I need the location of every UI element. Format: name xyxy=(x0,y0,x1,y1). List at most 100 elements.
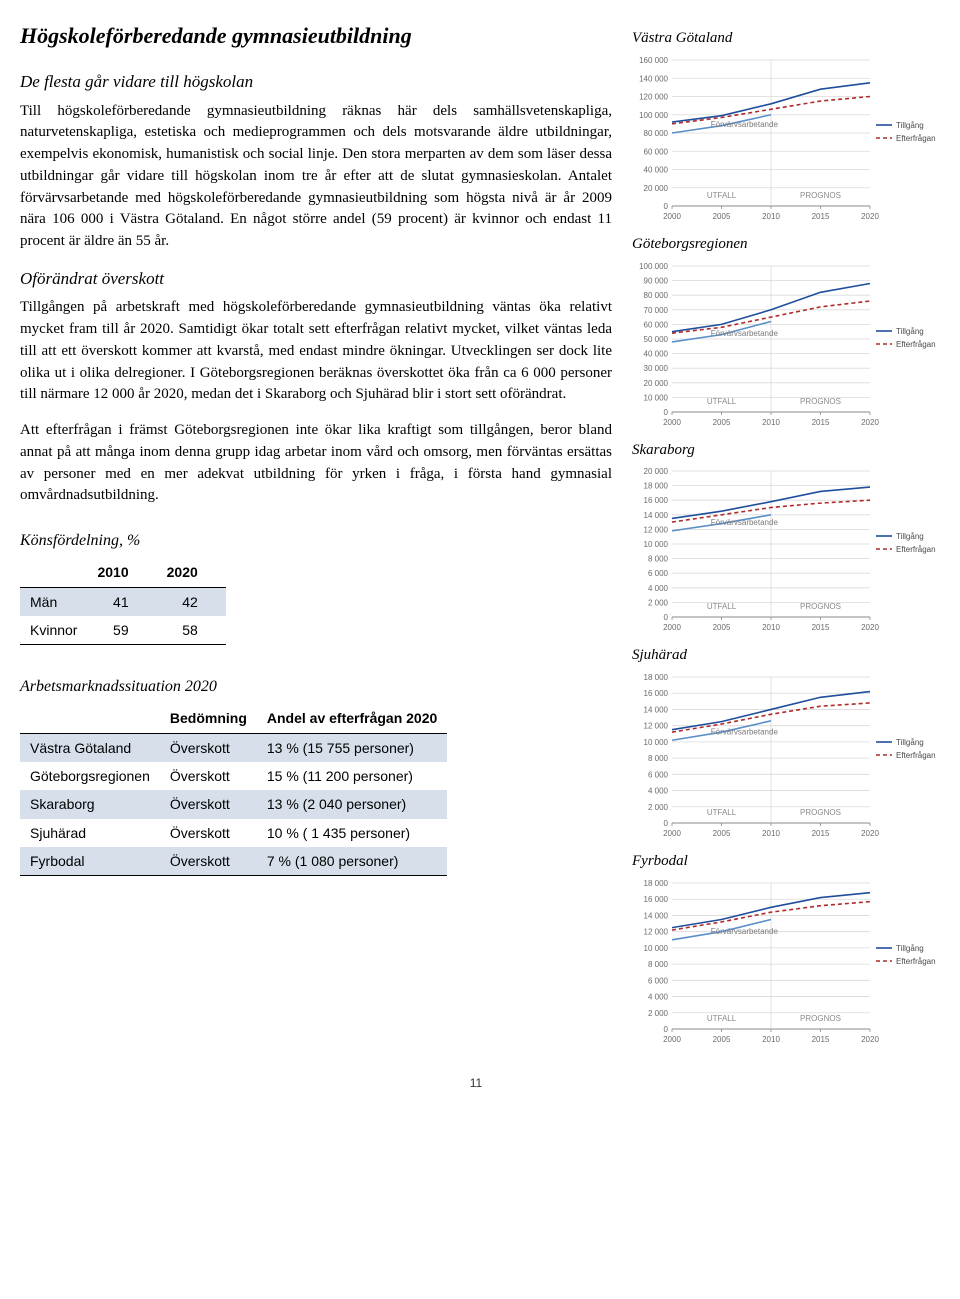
svg-text:90 000: 90 000 xyxy=(644,276,669,285)
svg-text:PROGNOS: PROGNOS xyxy=(800,602,841,611)
svg-text:14 000: 14 000 xyxy=(644,911,669,920)
page-title: Högskoleförberedande gymnasieutbildning xyxy=(20,20,612,52)
svg-text:14 000: 14 000 xyxy=(644,511,669,520)
bed-cell: Överskott xyxy=(160,733,257,762)
svg-text:2005: 2005 xyxy=(713,418,731,427)
table-header xyxy=(20,558,87,587)
svg-text:2015: 2015 xyxy=(812,418,830,427)
svg-text:20 000: 20 000 xyxy=(644,378,669,387)
svg-text:2005: 2005 xyxy=(713,829,731,838)
region-cell: Sjuhärad xyxy=(20,819,160,847)
line-chart: 02 0004 0006 0008 00010 00012 00014 0001… xyxy=(630,877,940,1049)
svg-text:20 000: 20 000 xyxy=(644,467,669,476)
svg-text:6 000: 6 000 xyxy=(648,569,669,578)
svg-text:18 000: 18 000 xyxy=(644,482,669,491)
gender-table: 20102020Män4142Kvinnor5958 xyxy=(20,558,226,645)
svg-text:UTFALL: UTFALL xyxy=(707,397,737,406)
svg-text:Efterfrågan: Efterfrågan xyxy=(896,957,936,966)
line-chart: 010 00020 00030 00040 00050 00060 00070 … xyxy=(630,260,940,432)
svg-text:2010: 2010 xyxy=(762,418,780,427)
svg-text:2020: 2020 xyxy=(861,212,879,221)
svg-text:10 000: 10 000 xyxy=(644,944,669,953)
svg-text:2015: 2015 xyxy=(812,1035,830,1044)
svg-text:80 000: 80 000 xyxy=(644,129,669,138)
line-chart: 020 00040 00060 00080 000100 000120 0001… xyxy=(630,54,940,226)
line-chart: 02 0004 0006 0008 00010 00012 00014 0001… xyxy=(630,671,940,843)
paragraph-3: Att efterfrågan i främst Göteborgsregion… xyxy=(20,420,612,507)
svg-text:2005: 2005 xyxy=(713,212,731,221)
chart-title: Fyrbodal xyxy=(632,851,940,873)
svg-text:2000: 2000 xyxy=(663,212,681,221)
svg-text:18 000: 18 000 xyxy=(644,673,669,682)
chart-title: Västra Götaland xyxy=(632,28,940,50)
svg-text:4 000: 4 000 xyxy=(648,787,669,796)
svg-text:50 000: 50 000 xyxy=(644,335,669,344)
andel-cell: 15 % (11 200 personer) xyxy=(257,762,447,790)
region-cell: Fyrbodal xyxy=(20,847,160,876)
row-label: Män xyxy=(20,587,87,616)
cell: 59 xyxy=(87,616,156,645)
svg-text:8 000: 8 000 xyxy=(648,754,669,763)
svg-text:10 000: 10 000 xyxy=(644,393,669,402)
svg-text:2015: 2015 xyxy=(812,829,830,838)
svg-text:UTFALL: UTFALL xyxy=(707,602,737,611)
svg-text:6 000: 6 000 xyxy=(648,770,669,779)
svg-text:60 000: 60 000 xyxy=(644,147,669,156)
svg-text:Tillgång: Tillgång xyxy=(896,944,924,953)
svg-text:80 000: 80 000 xyxy=(644,291,669,300)
svg-text:2010: 2010 xyxy=(762,1035,780,1044)
svg-text:2 000: 2 000 xyxy=(648,599,669,608)
svg-text:2005: 2005 xyxy=(713,623,731,632)
region-cell: Västra Götaland xyxy=(20,733,160,762)
charts-column: Västra Götaland 0 20 000 40 000 60 000 80 00… xyxy=(630,20,940,1049)
svg-text:0: 0 xyxy=(664,408,669,417)
svg-text:UTFALL: UTFALL xyxy=(707,191,737,200)
table-header xyxy=(20,704,160,733)
svg-text:140 000: 140 000 xyxy=(639,74,668,83)
svg-text:Förvärvsarbetande: Förvärvsarbetande xyxy=(711,120,779,129)
svg-text:2010: 2010 xyxy=(762,829,780,838)
svg-text:Tillgång: Tillgång xyxy=(896,327,924,336)
svg-text:2000: 2000 xyxy=(663,829,681,838)
table-row: Västra GötalandÖverskott13 % (15 755 per… xyxy=(20,733,447,762)
bed-cell: Överskott xyxy=(160,847,257,876)
cell: 58 xyxy=(157,616,226,645)
paragraph-2: Tillgången på arbetskraft med högskolefö… xyxy=(20,297,612,406)
svg-text:2020: 2020 xyxy=(861,829,879,838)
svg-text:2010: 2010 xyxy=(762,623,780,632)
table-header: Andel av efterfrågan 2020 xyxy=(257,704,447,733)
svg-text:Förvärvsarbetande: Förvärvsarbetande xyxy=(711,328,779,337)
svg-text:16 000: 16 000 xyxy=(644,689,669,698)
line-chart: 02 0004 0006 0008 00010 00012 00014 0001… xyxy=(630,465,940,637)
svg-text:2000: 2000 xyxy=(663,623,681,632)
svg-text:Tillgång: Tillgång xyxy=(896,532,924,541)
svg-text:4 000: 4 000 xyxy=(648,584,669,593)
situation-table-title: Arbetsmarknadssituation 2020 xyxy=(20,675,612,698)
svg-text:UTFALL: UTFALL xyxy=(707,808,737,817)
svg-text:100 000: 100 000 xyxy=(639,262,668,271)
svg-text:2020: 2020 xyxy=(861,418,879,427)
svg-text:14 000: 14 000 xyxy=(644,705,669,714)
svg-text:40 000: 40 000 xyxy=(644,349,669,358)
svg-text:12 000: 12 000 xyxy=(644,722,669,731)
paragraph-1: Till högskoleförberedande gymnasieutbild… xyxy=(20,101,612,253)
svg-text:0: 0 xyxy=(664,819,669,828)
svg-text:2010: 2010 xyxy=(762,212,780,221)
svg-text:Tillgång: Tillgång xyxy=(896,121,924,130)
svg-text:20 000: 20 000 xyxy=(644,184,669,193)
svg-text:6 000: 6 000 xyxy=(648,976,669,985)
svg-text:Efterfrågan: Efterfrågan xyxy=(896,340,936,349)
andel-cell: 10 % ( 1 435 personer) xyxy=(257,819,447,847)
svg-text:0: 0 xyxy=(664,613,669,622)
svg-text:16 000: 16 000 xyxy=(644,496,669,505)
region-cell: Skaraborg xyxy=(20,790,160,818)
svg-text:8 000: 8 000 xyxy=(648,960,669,969)
svg-text:Efterfrågan: Efterfrågan xyxy=(896,751,936,760)
svg-text:18 000: 18 000 xyxy=(644,879,669,888)
svg-text:2000: 2000 xyxy=(663,1035,681,1044)
andel-cell: 7 % (1 080 personer) xyxy=(257,847,447,876)
svg-text:10 000: 10 000 xyxy=(644,738,669,747)
svg-text:Efterfrågan: Efterfrågan xyxy=(896,545,936,554)
table-row: Kvinnor5958 xyxy=(20,616,226,645)
svg-text:Tillgång: Tillgång xyxy=(896,738,924,747)
